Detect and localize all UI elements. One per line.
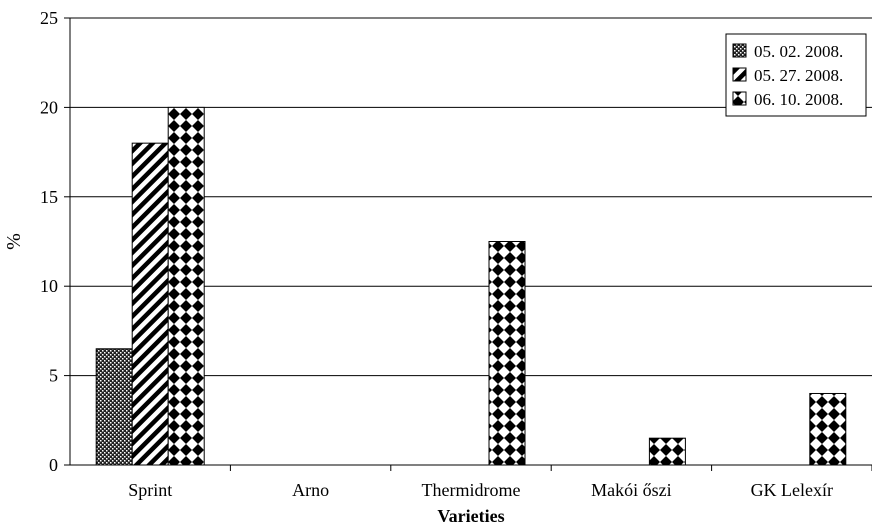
y-tick-label: 20	[40, 97, 58, 117]
x-axis-label: Varieties	[437, 506, 504, 526]
x-tick-label: Thermidrome	[422, 480, 521, 500]
x-tick-label: Makói őszi	[591, 480, 672, 500]
bar-1	[95, 348, 133, 466]
bar-3	[809, 392, 847, 466]
legend-label: 06. 10. 2008.	[754, 90, 843, 109]
x-tick-label: Arno	[292, 480, 329, 500]
bar-2	[131, 142, 169, 466]
x-tick-label: GK Lelexír	[751, 480, 833, 500]
legend-swatch	[732, 67, 747, 82]
y-tick-label: 0	[49, 455, 58, 475]
x-tick-label: Sprint	[128, 480, 172, 500]
bar-3	[167, 106, 205, 466]
y-tick-label: 5	[49, 366, 58, 386]
y-axis-label: %	[3, 233, 25, 250]
y-tick-label: 25	[40, 8, 58, 28]
bar-3	[648, 437, 686, 466]
legend	[725, 33, 867, 117]
legend-swatch	[732, 91, 747, 106]
y-tick-label: 15	[40, 187, 58, 207]
y-tick-label: 10	[40, 276, 58, 296]
bar-3	[488, 241, 526, 466]
legend-label: 05. 02. 2008.	[754, 42, 843, 61]
legend-label: 05. 27. 2008.	[754, 66, 843, 85]
legend-swatch	[732, 43, 747, 58]
